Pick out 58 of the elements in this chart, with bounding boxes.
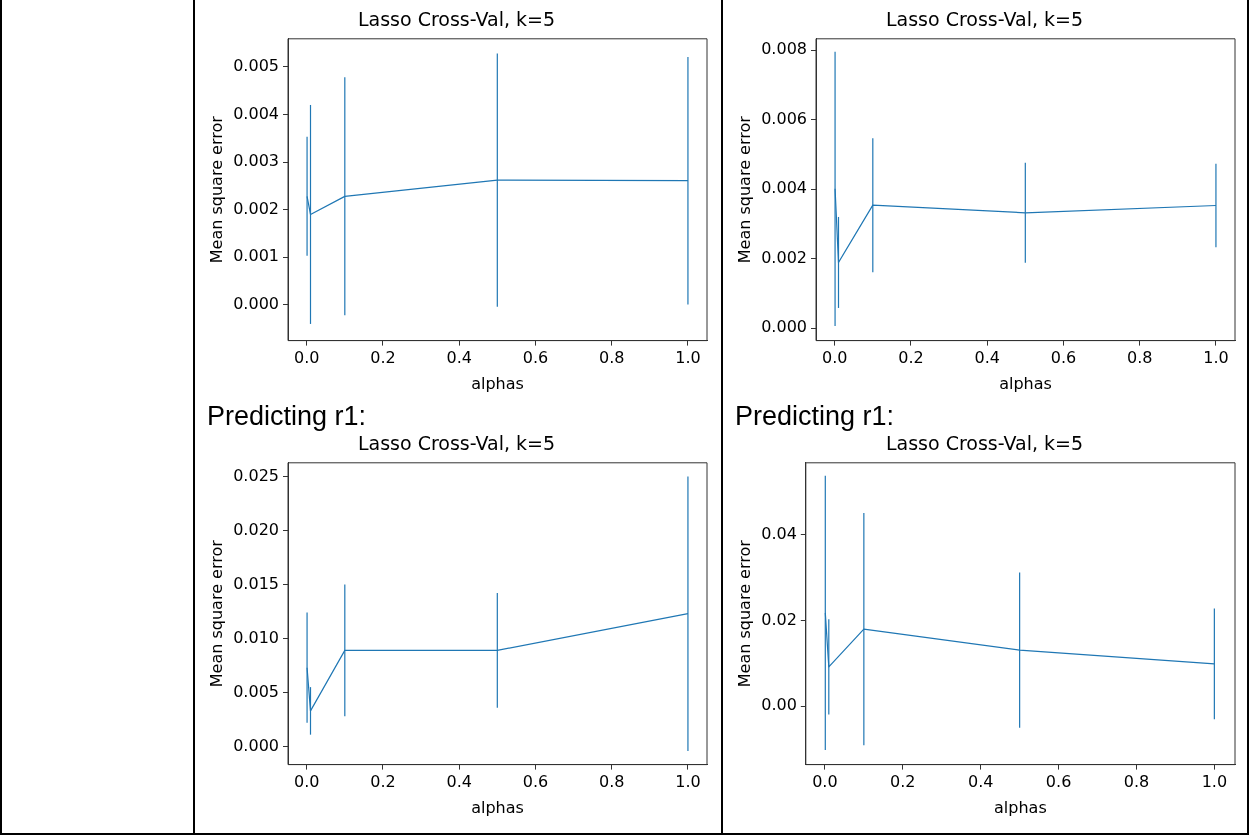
y-axis-title: Mean square error — [206, 115, 226, 264]
y-tick-label: 0.004 — [233, 103, 279, 123]
x-tick-label: 0.2 — [370, 772, 396, 792]
x-tick-label: 0.2 — [370, 348, 396, 368]
x-tick-label: 0.6 — [522, 772, 549, 792]
x-tick-label: 0.6 — [522, 348, 549, 368]
text: Predicting r1: — [734, 400, 896, 432]
y-tick-label: 0.002 — [233, 198, 279, 218]
x-tick-label: 0.0 — [293, 772, 320, 792]
y-tick-label: 0.020 — [233, 519, 279, 539]
y-tick-label: 0.004 — [761, 178, 807, 198]
x-axis-title: alphas — [471, 797, 524, 817]
y-tick-label: 0.005 — [233, 56, 279, 76]
x-tick-label: 0.4 — [967, 772, 994, 792]
x-tick-label: 0.6 — [1045, 772, 1072, 792]
y-axis-title: Mean square error — [206, 539, 226, 688]
x-axis-title: alphas — [999, 373, 1052, 393]
x-axis-title: alphas — [471, 373, 524, 393]
y-tick-label: 0.00 — [761, 695, 797, 715]
y-tick-label: 0.005 — [233, 681, 279, 701]
y-tick-label: 0.008 — [761, 39, 807, 59]
chart-title: Lasso Cross-Val, k=5 — [357, 432, 556, 455]
x-tick-label: 0.0 — [293, 348, 320, 368]
x-tick-label: 0.4 — [974, 348, 1000, 368]
x-tick-label: 0.0 — [812, 772, 838, 792]
y-tick-label: 0.001 — [233, 246, 279, 266]
y-tick-label: 0.000 — [233, 294, 279, 314]
chart-title: Lasso Cross-Val, k=5 — [357, 8, 556, 31]
x-tick-label: 0.4 — [446, 348, 472, 368]
y-tick-label: 0.000 — [761, 317, 807, 337]
x-tick-label: 0.8 — [1123, 772, 1150, 792]
x-tick-label: 0.2 — [890, 772, 916, 792]
x-tick-label: 0.6 — [1050, 348, 1077, 368]
x-tick-label: 1.0 — [675, 772, 701, 792]
y-tick-label: 0.015 — [233, 573, 279, 593]
y-tick-label: 0.025 — [233, 465, 279, 485]
x-tick-label: 0.2 — [898, 348, 924, 368]
x-tick-label: 0.8 — [598, 348, 625, 368]
y-tick-label: 0.010 — [233, 627, 279, 647]
x-tick-label: 1.0 — [1203, 348, 1229, 368]
x-tick-label: 0.4 — [446, 772, 472, 792]
y-tick-label: 0.04 — [761, 523, 797, 543]
text: Predicting r1: — [206, 400, 368, 432]
y-tick-label: 0.02 — [761, 609, 797, 629]
x-tick-label: 0.8 — [1126, 348, 1153, 368]
y-axis-title: Mean square error — [734, 539, 754, 688]
y-tick-label: 0.006 — [761, 108, 807, 128]
x-axis-title: alphas — [994, 797, 1047, 817]
chart-title: Lasso Cross-Val, k=5 — [885, 8, 1084, 31]
x-tick-label: 0.8 — [598, 772, 625, 792]
y-tick-label: 0.002 — [761, 247, 807, 267]
y-axis-title: Mean square error — [734, 115, 754, 264]
y-tick-label: 0.003 — [233, 151, 279, 171]
chart-title: Lasso Cross-Val, k=5 — [885, 432, 1084, 455]
x-tick-label: 1.0 — [1201, 772, 1228, 792]
y-tick-label: 0.000 — [233, 735, 279, 755]
x-tick-label: 0.0 — [821, 348, 848, 368]
x-tick-label: 1.0 — [675, 348, 701, 368]
